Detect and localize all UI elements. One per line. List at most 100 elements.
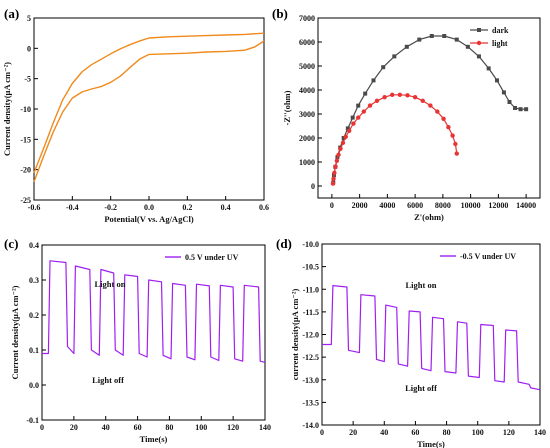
data-point-dark — [501, 90, 506, 95]
x-tick-label: 0 — [320, 428, 324, 437]
x-tick-label: 0.6 — [259, 203, 269, 212]
y-tick-label: -11.0 — [303, 285, 319, 294]
data-point-dark — [507, 100, 512, 104]
series-line-0-5-v-under-uv — [42, 260, 266, 363]
data-point-dark — [442, 34, 447, 38]
data-point-light — [351, 121, 356, 126]
data-point-light — [334, 158, 340, 163]
data-point-light — [428, 103, 433, 108]
data-point-light — [382, 95, 387, 100]
y-tick-label: 5 — [27, 14, 31, 23]
data-point-dark — [465, 44, 470, 49]
y-axis-label: current density(µA cm⁻²) — [290, 289, 300, 381]
x-tick-label: 140 — [259, 423, 271, 432]
y-tick-label: -15 — [20, 135, 31, 144]
y-tick-label: 0.4 — [29, 241, 39, 250]
annotation-light-on: Light on — [406, 280, 437, 290]
plot-frame — [317, 17, 541, 199]
data-point-dark — [476, 54, 481, 59]
data-point-dark — [381, 65, 386, 70]
x-tick-label: 140 — [534, 428, 546, 437]
series-line-2 — [33, 40, 265, 183]
data-point-light — [446, 125, 451, 130]
data-point-light — [367, 103, 373, 108]
data-point-light — [356, 115, 361, 120]
y-tick-label: -5 — [24, 75, 31, 84]
x-tick-label: 2000 — [352, 201, 368, 210]
data-point-light — [420, 98, 425, 104]
x-tick-label: -0.6 — [28, 203, 41, 212]
data-point-light — [361, 109, 366, 114]
legend-label: -0.5 V under UV — [460, 252, 516, 261]
data-point-light — [397, 92, 403, 98]
x-axis-label: Time(s) — [417, 439, 445, 448]
y-tick-label: 1000 — [299, 158, 315, 167]
y-tick-label: 2000 — [299, 134, 315, 143]
x-tick-label: 0 — [330, 201, 334, 210]
y-tick-label: 3000 — [299, 110, 315, 119]
x-tick-label: 100 — [195, 423, 207, 432]
x-axis-label: Z'(ohm) — [414, 212, 444, 222]
chart-b-nyquist-plot: 0 2000 4000 6000 8000 10000 12000 14000 0 1000 200… — [282, 14, 541, 222]
data-point-dark — [486, 66, 491, 71]
series-line-dark — [332, 35, 527, 183]
data-point-dark — [494, 78, 499, 83]
data-point-dark — [363, 91, 368, 96]
x-axis-label: Time(s) — [140, 434, 168, 444]
y-tick-label: 0 — [311, 182, 315, 191]
chart-d-photocurrent: 0 20 40 60 80 100 120 140 -14.0 -13.5 -13.0 -12.5 -1… — [290, 240, 546, 448]
y-axis-label: Current density(µA cm⁻²) — [2, 62, 12, 156]
y-tick-label: -13.5 — [302, 398, 319, 407]
data-point-light — [390, 92, 395, 98]
y-tick-label: -13.0 — [302, 376, 319, 385]
annotation-light-on: Light on — [95, 279, 126, 289]
data-point-light — [347, 128, 352, 133]
x-tick-label: 40 — [380, 428, 388, 437]
data-point-light — [336, 152, 341, 157]
x-tick-label: -0.4 — [66, 203, 79, 212]
data-point-dark — [350, 115, 355, 120]
data-point-light — [412, 95, 418, 100]
data-point-dark — [341, 136, 346, 140]
annotation-light-off: Light off — [405, 383, 437, 393]
y-tick-label: -10.0 — [302, 240, 319, 249]
series-line--0-5-v-under-uv — [322, 285, 541, 391]
data-point-light — [454, 151, 459, 156]
y-tick-label: 0 — [27, 44, 31, 53]
data-point-dark — [417, 37, 422, 42]
x-tick-label: 80 — [165, 423, 173, 432]
x-tick-label: 0.0 — [144, 203, 154, 212]
x-tick-label: 8000 — [435, 201, 451, 210]
data-point-dark — [454, 37, 459, 42]
data-point-dark — [345, 126, 350, 131]
data-point-light — [435, 109, 440, 114]
y-tick-label: 0.2 — [29, 311, 39, 320]
data-point-dark — [524, 107, 529, 112]
y-tick-label: 7000 — [299, 14, 315, 23]
data-point-light — [374, 98, 380, 104]
y-axis-label: -Z''(ohm) — [282, 90, 292, 125]
data-point-light — [331, 176, 336, 181]
x-tick-label: 0.2 — [182, 203, 192, 212]
data-point-light — [453, 141, 458, 147]
y-tick-label: -11.5 — [303, 308, 319, 317]
x-tick-label: 4000 — [379, 201, 395, 210]
plot-frame — [41, 244, 266, 421]
plot-frame — [321, 243, 541, 426]
x-tick-label: 6000 — [407, 201, 423, 210]
legend-marker-dark — [477, 28, 481, 32]
x-tick-label: 0 — [40, 423, 44, 432]
data-point-light — [340, 140, 346, 145]
x-tick-label: 20 — [70, 423, 78, 432]
y-tick-label: -14.0 — [302, 421, 319, 430]
annotation-light-off: Light off — [92, 375, 124, 385]
y-axis-label: Current density(µA cm⁻²) — [10, 285, 20, 379]
legend-label-dark: dark — [492, 26, 509, 35]
legend-label-light: light — [492, 39, 508, 48]
y-tick-label: -12.0 — [302, 331, 319, 340]
data-point-light — [405, 93, 410, 98]
x-tick-label: 100 — [472, 428, 484, 437]
y-tick-label: 4000 — [299, 86, 315, 95]
x-tick-label: 0.4 — [221, 203, 231, 212]
